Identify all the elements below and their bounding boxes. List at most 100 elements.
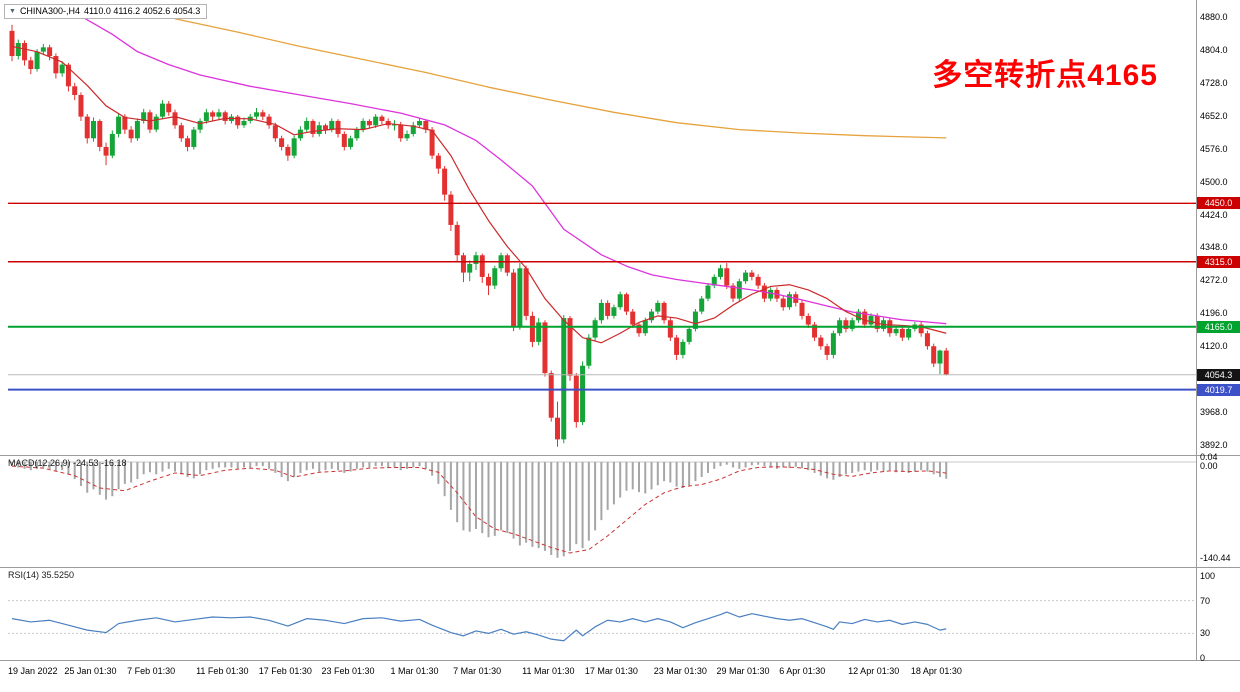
candle-bearish xyxy=(730,285,736,299)
candle-bearish xyxy=(479,255,485,277)
candle-bearish xyxy=(429,129,435,156)
candle-bearish xyxy=(805,315,811,325)
candle-bullish xyxy=(134,120,140,139)
date-label: 17 Mar 01:30 xyxy=(584,666,638,676)
date-label: 11 Feb 01:30 xyxy=(196,666,249,676)
candle-bearish xyxy=(172,112,178,126)
level-price-badge: 4450.0 xyxy=(1197,197,1240,210)
candle-bearish xyxy=(824,346,830,355)
level-price-badge: 4315.0 xyxy=(1197,255,1240,268)
candle-bullish xyxy=(705,285,711,299)
price-tick-label: 3968.0 xyxy=(1200,407,1228,418)
candle-bearish xyxy=(272,125,278,139)
candle-bullish xyxy=(417,120,423,126)
macd-tick-label: -140.44 xyxy=(1200,553,1231,563)
candle-bearish xyxy=(605,302,611,316)
candle-bullish xyxy=(116,116,122,134)
candle-bearish xyxy=(260,112,266,117)
candle-bullish xyxy=(391,124,397,126)
candle-bearish xyxy=(931,346,937,364)
candle-bearish xyxy=(128,129,134,139)
date-label: 12 Apr 01:30 xyxy=(848,666,900,676)
candle-bearish xyxy=(899,328,905,338)
candle-bullish xyxy=(517,268,523,327)
candle-bearish xyxy=(755,276,761,286)
symbol-info-box[interactable]: ▼ CHINA300-,H4 4110.0 4116.2 4052.6 4054… xyxy=(4,4,208,19)
candle-bullish xyxy=(592,320,598,338)
candle-bullish xyxy=(304,120,310,130)
candle-bullish xyxy=(536,322,542,342)
candle-bearish xyxy=(366,120,372,126)
candle-bullish xyxy=(40,47,46,52)
annotation-text[interactable]: 多空转折点4165 xyxy=(932,59,1158,92)
candle-bullish xyxy=(153,116,159,130)
candle-bullish xyxy=(686,328,692,342)
candle-bearish xyxy=(398,124,404,139)
candle-bearish xyxy=(9,30,15,56)
candle-bullish xyxy=(348,138,354,147)
candle-bullish xyxy=(141,112,147,121)
candle-bullish xyxy=(329,120,335,130)
date-label: 19 Jan 2022 xyxy=(8,666,58,676)
candle-bullish xyxy=(692,311,698,329)
candle-bearish xyxy=(379,116,385,121)
candle-bullish xyxy=(360,120,366,130)
candle-bearish xyxy=(122,116,128,130)
date-label: 7 Mar 01:30 xyxy=(453,666,502,676)
candle-bearish xyxy=(818,337,824,347)
rsi-tick-label: 30 xyxy=(1200,628,1211,639)
candle-bullish xyxy=(316,125,322,134)
candle-bullish xyxy=(736,281,742,299)
date-label: 23 Feb 01:30 xyxy=(321,666,375,676)
macd-tick-label: 0.00 xyxy=(1200,461,1218,471)
candle-bearish xyxy=(511,272,517,327)
price-tick-label: 4272.0 xyxy=(1200,275,1228,286)
candle-bearish xyxy=(185,138,191,147)
candle-bullish xyxy=(855,311,861,321)
candle-bearish xyxy=(166,103,172,113)
price-tick-label: 4348.0 xyxy=(1200,242,1228,253)
candle-bearish xyxy=(178,125,184,139)
candle-bullish xyxy=(291,138,297,156)
candle-bullish xyxy=(354,129,360,139)
candle-bearish xyxy=(460,255,466,273)
candle-bullish xyxy=(580,365,586,423)
candle-bullish xyxy=(649,311,655,321)
date-label: 18 Apr 01:30 xyxy=(910,666,962,676)
symbol-name: CHINA300-,H4 xyxy=(19,6,80,16)
candle-bearish xyxy=(573,375,579,423)
candle-bullish xyxy=(699,298,705,312)
candle-bearish xyxy=(47,47,53,56)
candle-bullish xyxy=(254,112,260,117)
candle-bullish xyxy=(718,268,724,277)
candle-bullish xyxy=(59,64,65,74)
candle-bearish xyxy=(724,268,730,286)
candle-bearish xyxy=(97,120,103,147)
chart-dropdown-icon[interactable]: ▼ xyxy=(9,7,16,15)
symbol-ohlc: 4110.0 4116.2 4052.6 4054.3 xyxy=(83,6,201,16)
candle-bearish xyxy=(554,417,560,440)
candle-bullish xyxy=(611,307,617,316)
candle-bullish xyxy=(617,294,623,308)
candle-bullish xyxy=(868,315,874,325)
candle-bearish xyxy=(448,194,454,225)
price-tick-label: 4120.0 xyxy=(1200,341,1228,352)
date-label: 1 Mar 01:30 xyxy=(390,666,439,676)
candle-bearish xyxy=(78,94,84,117)
current-price-badge: 4054.3 xyxy=(1197,368,1240,381)
candle-bearish xyxy=(862,311,868,325)
candle-bearish xyxy=(235,116,241,126)
candle-bearish xyxy=(874,315,880,329)
candle-bearish xyxy=(667,320,673,338)
candle-bullish xyxy=(561,318,567,440)
candle-bullish xyxy=(34,51,40,69)
candle-bearish xyxy=(661,302,667,321)
price-tick-label: 4728.0 xyxy=(1200,77,1228,88)
candle-bearish xyxy=(210,112,216,117)
date-label: 7 Feb 01:30 xyxy=(127,666,176,676)
candle-bearish xyxy=(435,155,441,169)
candle-bullish xyxy=(743,272,749,282)
candle-bearish xyxy=(542,322,548,374)
candle-bullish xyxy=(893,328,899,334)
candle-bearish xyxy=(943,350,949,375)
